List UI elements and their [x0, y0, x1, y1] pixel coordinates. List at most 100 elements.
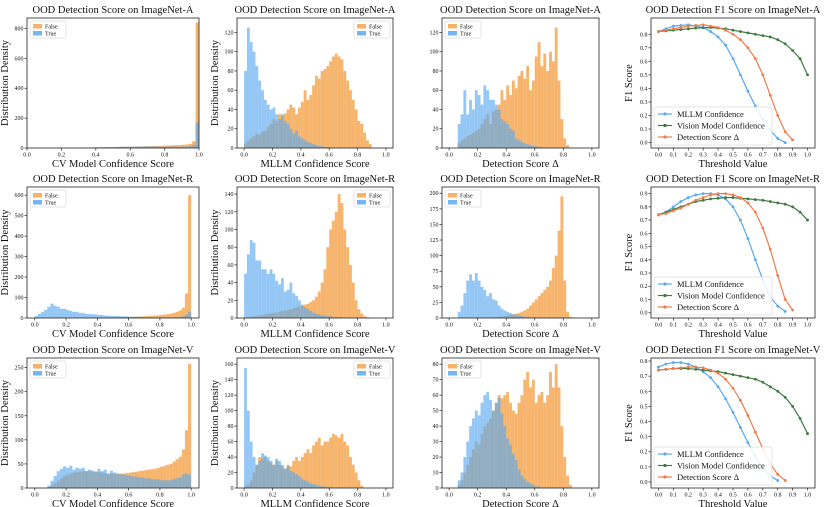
chart-title: OOD Detection Score on ImageNet-A: [440, 5, 601, 16]
hist-bar: [471, 418, 475, 488]
x-tick-label: 0.0: [445, 153, 453, 159]
hist-bar: [87, 313, 92, 318]
hist-bar: [309, 310, 313, 318]
x-tick-label: 0.5: [729, 323, 737, 329]
hist-bar: [62, 466, 67, 488]
hist-bar: [87, 469, 92, 488]
hist-bar: [178, 145, 182, 148]
x-tick-label: 0.6: [744, 323, 752, 329]
hist-bar: [292, 293, 296, 318]
series-point: [739, 218, 742, 222]
y-tick-label: 100: [430, 254, 439, 260]
series-point: [679, 200, 683, 203]
x-tick-label: 0.8: [774, 323, 782, 329]
series-true: [244, 240, 341, 318]
hist-bar: [514, 138, 518, 148]
hist-bar: [144, 317, 148, 318]
plot-marks: [457, 364, 572, 488]
y-tick-label: 160: [225, 362, 234, 368]
hist-bar: [266, 457, 270, 488]
hist-bar: [357, 309, 361, 318]
legend-label: False: [45, 193, 58, 199]
hist-bar: [261, 453, 264, 488]
hist-bar: [150, 479, 154, 488]
hist-bar: [300, 138, 304, 148]
hist-bar: [320, 282, 324, 318]
y-tick-label: 0: [21, 146, 24, 152]
x-axis-label: CV Model Confidence Score: [52, 329, 174, 340]
series-point: [664, 28, 668, 32]
series-point: [739, 30, 742, 33]
y-tick-label: 0.5: [640, 73, 648, 79]
x-tick-label: 0.8: [560, 153, 568, 159]
hist-bar: [184, 314, 189, 318]
series-point: [783, 298, 787, 301]
hist-bar: [531, 302, 535, 318]
x-tick-label: 0.6: [744, 153, 752, 159]
y-tick-label: 0.2: [640, 284, 648, 290]
hist-bar: [84, 313, 88, 318]
chart-title: OOD Detection Score on ImageNet-R: [235, 174, 395, 185]
hist-bar: [517, 315, 521, 318]
y-tick-label: 0.3: [640, 100, 648, 106]
series-point: [701, 366, 705, 370]
series-point: [701, 368, 705, 372]
series-point: [739, 426, 742, 429]
hist-bar: [340, 59, 344, 148]
hist-bar: [154, 146, 158, 148]
x-axis-label: MLLM Confidence Score: [260, 159, 369, 170]
hist-bar: [526, 316, 530, 318]
hist-bar: [531, 80, 535, 148]
y-tick-label: 0.7: [640, 218, 648, 224]
y-tick-label: 140: [225, 192, 234, 198]
x-tick-label: 0.9: [789, 153, 797, 159]
y-tick-label: 100: [225, 409, 234, 415]
y-tick-label: 125: [430, 238, 439, 244]
hist-bar: [334, 317, 338, 318]
y-tick-label: 0.2: [640, 114, 648, 120]
hist-bar: [469, 99, 472, 148]
hist-bar: [255, 66, 259, 148]
series-point: [768, 93, 772, 97]
hist-bar: [337, 317, 341, 318]
legend-swatch: [357, 371, 366, 376]
x-tick-label: 1.0: [382, 493, 390, 499]
y-tick-label: 200: [15, 390, 24, 396]
hist-bar: [346, 445, 350, 488]
hist-bar: [523, 316, 527, 318]
series-point: [679, 366, 683, 370]
hist-bar: [188, 363, 192, 488]
legend-swatch: [448, 193, 457, 198]
hist-bar: [554, 255, 558, 318]
hist-bar: [463, 457, 467, 488]
hist-bar: [334, 435, 338, 488]
y-tick-label: 175: [430, 207, 439, 213]
hist-bar: [53, 475, 57, 488]
hist-bar: [474, 90, 478, 148]
hist-bar: [66, 467, 70, 488]
plot-marks: [64, 22, 199, 148]
x-tick-label: 1.0: [382, 153, 390, 159]
hist-bar: [363, 132, 367, 148]
hist-bar: [329, 61, 333, 148]
hist-bar: [59, 468, 63, 488]
hist-bar: [506, 438, 510, 488]
legend-label: Detection Score Δ: [677, 132, 740, 142]
hist-bar: [312, 484, 315, 488]
hist-bar: [491, 99, 495, 148]
hist-bar: [128, 475, 132, 488]
hist-bar: [320, 445, 324, 488]
hist-bar: [457, 123, 461, 148]
y-tick-label: 0.5: [640, 245, 648, 251]
hist-bar: [546, 70, 550, 148]
hist-bar: [266, 273, 270, 318]
legend-label: False: [460, 364, 473, 370]
series-point: [701, 198, 705, 202]
hist-bar: [534, 486, 538, 488]
series-point: [679, 206, 683, 210]
hist-bar: [178, 146, 182, 148]
hist-bar: [103, 315, 107, 318]
series-point: [746, 414, 750, 417]
hist-bar: [258, 260, 262, 318]
series-point: [701, 26, 705, 30]
